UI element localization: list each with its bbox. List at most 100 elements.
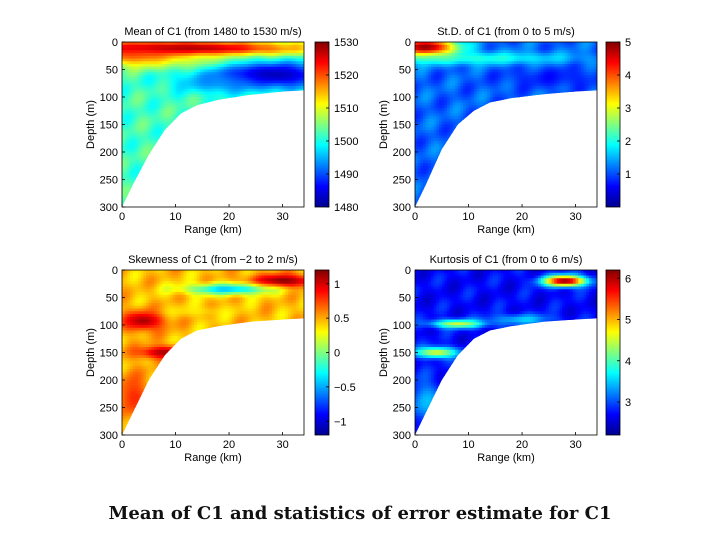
panel-1-cell bbox=[159, 61, 163, 65]
panel-2-cell bbox=[543, 55, 547, 60]
panel-2-cell bbox=[497, 44, 502, 49]
panel-3-cell bbox=[132, 410, 136, 414]
panel-2-cell bbox=[420, 94, 424, 98]
panel-1-cell bbox=[159, 47, 163, 51]
panel-2-cell bbox=[428, 176, 432, 181]
panel-1-cell bbox=[148, 80, 153, 84]
panel-2-cell bbox=[468, 94, 472, 98]
panel-2-cell bbox=[473, 72, 478, 76]
panel-1-cell bbox=[159, 86, 163, 90]
panel-2-cell bbox=[465, 53, 470, 57]
panel-3-cell bbox=[172, 308, 177, 312]
panel-2-cell bbox=[455, 47, 459, 51]
panel-2-cell bbox=[532, 58, 537, 62]
panel-3-cell bbox=[167, 289, 171, 293]
panel-3-cell bbox=[143, 333, 147, 337]
panel-2-cell bbox=[588, 69, 593, 73]
panel-1-cell bbox=[130, 86, 134, 90]
panel-2-cell bbox=[572, 88, 577, 93]
panel-1-cell bbox=[250, 80, 254, 84]
panel-3-cell bbox=[138, 308, 142, 312]
panel-1-cell bbox=[247, 86, 252, 90]
panel-1-cell bbox=[301, 44, 304, 49]
panel-3-cell bbox=[180, 294, 185, 299]
panel-1-cell bbox=[295, 80, 300, 84]
panel-2-cell bbox=[449, 127, 454, 131]
panel-2-cell bbox=[519, 50, 523, 54]
panel-1-cell bbox=[293, 47, 297, 51]
panel-2-cell bbox=[415, 105, 419, 109]
panel-3-cell bbox=[178, 316, 182, 321]
panel-1-cell bbox=[124, 97, 128, 101]
panel-1-cell bbox=[191, 44, 195, 49]
panel-2-cell bbox=[551, 53, 555, 57]
panel-2-cell bbox=[417, 75, 421, 79]
panel-2-cell bbox=[588, 86, 593, 90]
panel-1-cell bbox=[132, 83, 136, 87]
panel-1-cell bbox=[159, 102, 163, 106]
panel-1-cell bbox=[159, 58, 163, 62]
panel-2-cell bbox=[481, 72, 486, 76]
panel-1-cell bbox=[154, 75, 158, 79]
panel-2-cell bbox=[551, 61, 555, 65]
panel-3-cell bbox=[135, 305, 139, 310]
panel-3-cell bbox=[138, 300, 142, 304]
panel-3-cell bbox=[132, 344, 136, 348]
panel-2-cell bbox=[586, 77, 590, 82]
panel-1-cell bbox=[156, 132, 161, 137]
panel-2-cell bbox=[449, 55, 454, 60]
panel-1-cell bbox=[186, 61, 190, 65]
panel-2-cell bbox=[455, 113, 459, 117]
panel-1-cell bbox=[162, 69, 166, 73]
panel-1-cell bbox=[167, 69, 171, 73]
panel-1-cell bbox=[143, 50, 147, 54]
panel-1-cell bbox=[175, 69, 179, 73]
panel-1-cell bbox=[213, 50, 217, 54]
panel-3-cell bbox=[199, 297, 203, 301]
panel-2-cell bbox=[420, 193, 424, 197]
panel-2-cell bbox=[543, 80, 547, 84]
panel-1-cell bbox=[188, 69, 193, 73]
panel-1-cell bbox=[140, 47, 145, 51]
panel-2-cell bbox=[489, 66, 494, 71]
panel-3-cell bbox=[138, 388, 142, 392]
panel-2-cell bbox=[468, 50, 472, 54]
panel-2-colorbar-tick-label: 3 bbox=[625, 103, 631, 115]
panel-2-cell bbox=[476, 55, 480, 60]
panel-3-cell bbox=[178, 292, 182, 296]
panel-1-cell bbox=[253, 44, 257, 49]
panel-1-cell bbox=[132, 160, 136, 164]
panel-2-cell bbox=[503, 61, 507, 65]
panel-1-cell bbox=[162, 99, 166, 104]
panel-2-cell bbox=[524, 86, 529, 90]
panel-2-cell bbox=[562, 58, 566, 62]
panel-2-cell bbox=[460, 102, 464, 106]
panel-1-cell bbox=[263, 66, 268, 71]
panel-1-cell bbox=[135, 102, 139, 106]
panel-1-cell bbox=[127, 108, 131, 112]
panel-2-cell bbox=[538, 44, 542, 49]
panel-1-cell bbox=[274, 69, 278, 73]
panel-3-cell bbox=[138, 283, 142, 288]
panel-2-cell bbox=[479, 42, 483, 46]
panel-2-cell bbox=[564, 86, 569, 90]
panel-1-cell bbox=[295, 50, 300, 54]
panel-3-cell bbox=[191, 278, 195, 282]
panel-2-cell bbox=[559, 42, 563, 46]
panel-3-cell bbox=[172, 286, 177, 290]
panel-2-cell bbox=[535, 61, 539, 65]
panel-1-cell bbox=[170, 91, 174, 95]
panel-1-cell bbox=[138, 72, 142, 76]
panel-2-cell bbox=[580, 47, 585, 51]
panel-2-cell bbox=[449, 50, 454, 54]
panel-2-cell bbox=[487, 94, 491, 98]
panel-2-cell bbox=[468, 66, 472, 71]
panel-1-cell bbox=[151, 135, 155, 139]
panel-2-cell bbox=[511, 88, 515, 93]
panel-1-cell bbox=[239, 61, 244, 65]
panel-2-cell bbox=[535, 91, 539, 95]
panel-2-cell bbox=[423, 86, 427, 90]
panel-2-cell bbox=[417, 157, 421, 161]
panel-2-cell bbox=[457, 50, 462, 54]
panel-2-cell bbox=[500, 86, 504, 90]
